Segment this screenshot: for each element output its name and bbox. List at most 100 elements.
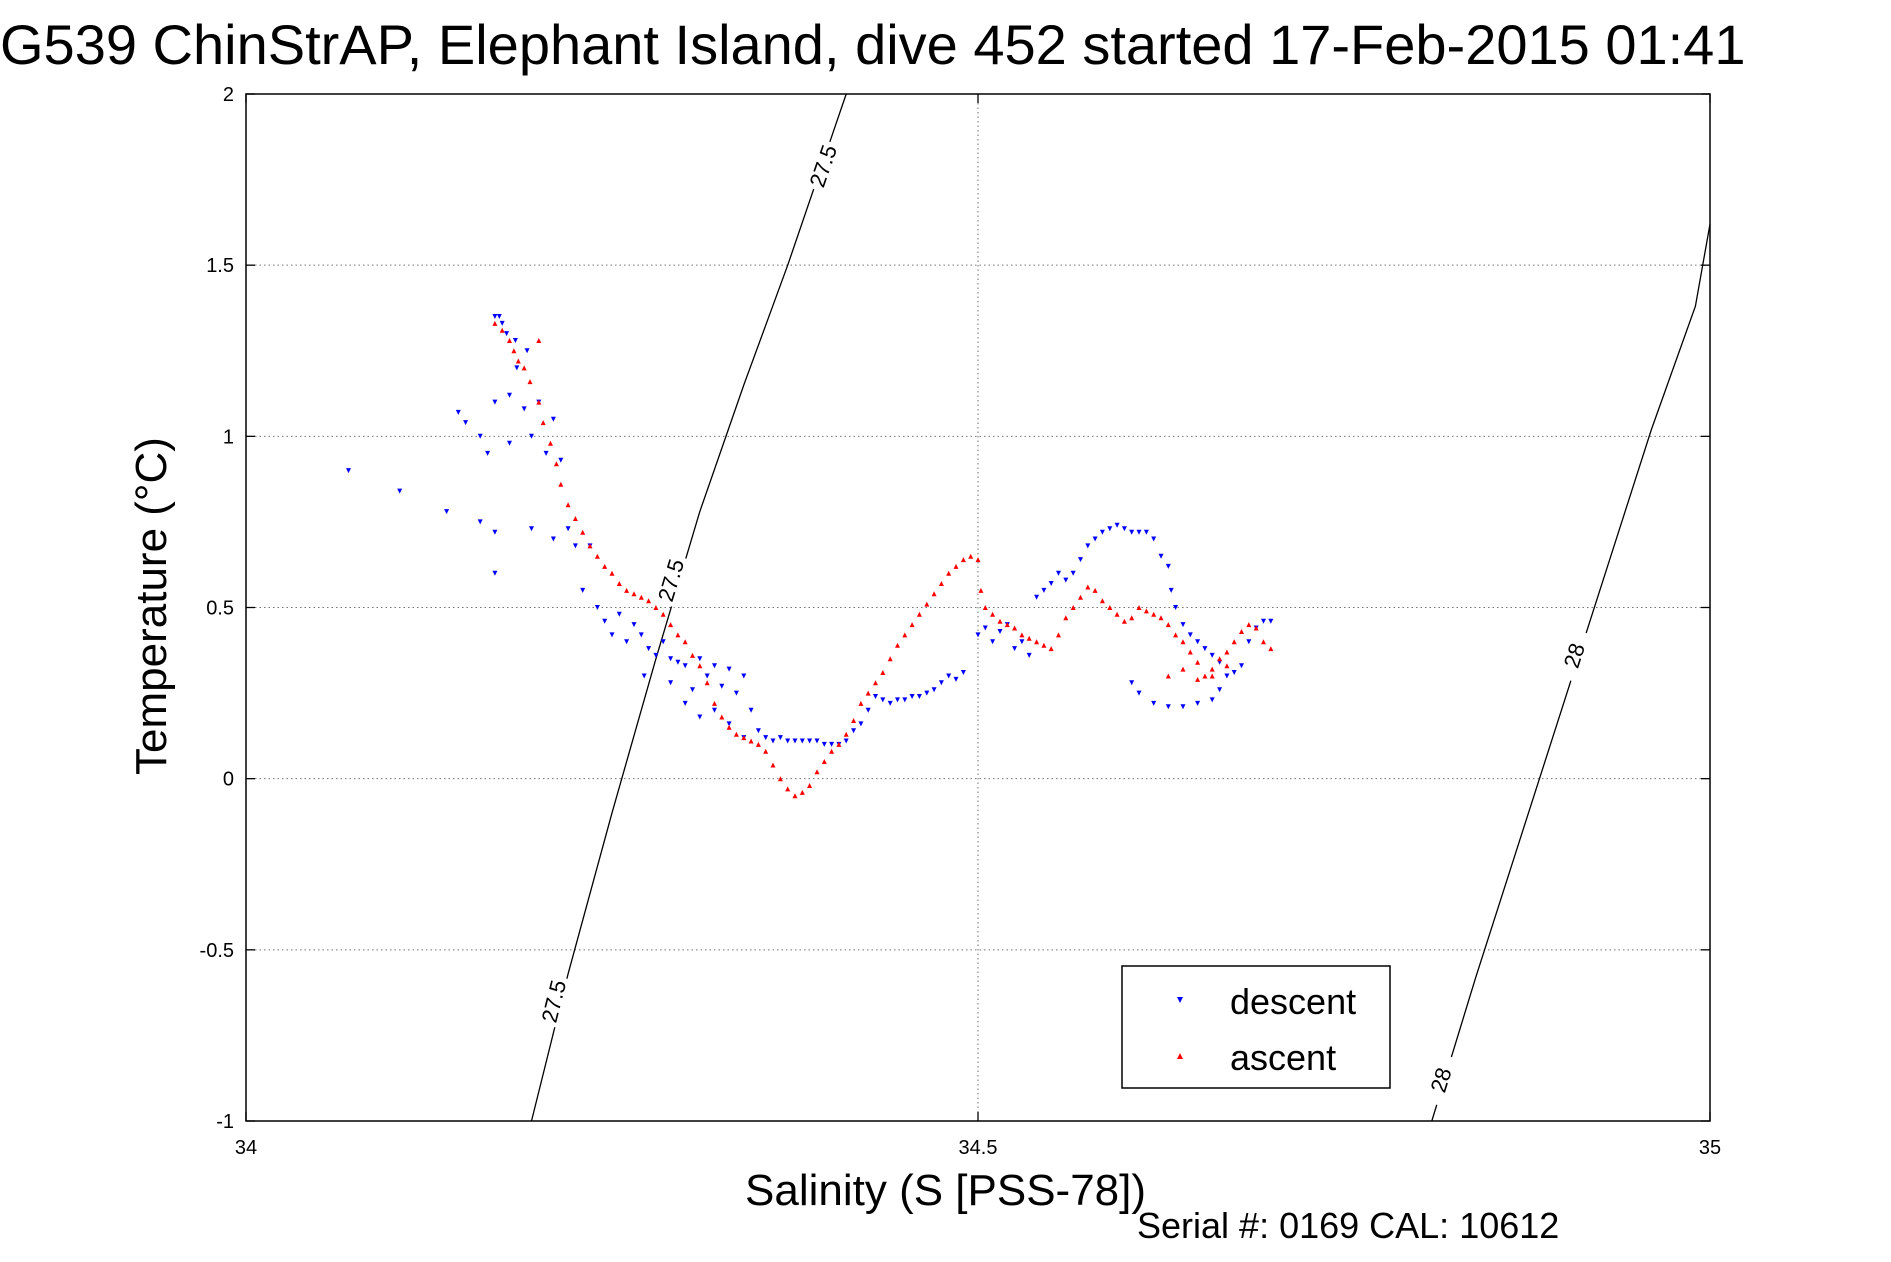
descent-point (1056, 570, 1061, 576)
y-tick-label: 1 (223, 426, 234, 448)
descent-point (512, 338, 518, 343)
ascent-point (1165, 673, 1171, 679)
ascent-point (978, 587, 984, 593)
ascent-point (572, 516, 578, 521)
descent-point (1209, 652, 1215, 658)
ascent-point (704, 680, 710, 686)
descent-point (792, 738, 798, 744)
descent-point (682, 700, 688, 706)
descent-point (982, 625, 988, 631)
descent-point (550, 416, 556, 422)
contour-label-bg (532, 973, 574, 1030)
ascent-point (1078, 594, 1083, 600)
ascent-point (1239, 629, 1244, 634)
ascent-point (836, 741, 842, 747)
descent-point (1151, 536, 1157, 542)
ascent-point (726, 724, 732, 730)
x-axis-label: Salinity (S [PSS-78]) (745, 1166, 1146, 1215)
descent-point (770, 738, 776, 744)
descent-point (916, 694, 922, 699)
ascent-point (1180, 666, 1186, 672)
descent-point (690, 687, 695, 693)
ascent-point (814, 769, 820, 775)
ascent-point (1085, 584, 1091, 590)
descent-point (529, 526, 534, 532)
ascent-point (851, 718, 857, 723)
series-descent (346, 314, 1274, 747)
y-tick-label: 0 (223, 769, 234, 791)
descent-point (1114, 522, 1120, 528)
ascent-point (821, 759, 827, 764)
descent-point (594, 605, 600, 610)
ascent-point (511, 348, 517, 354)
descent-point (1158, 553, 1164, 559)
descent-point (1231, 670, 1237, 675)
ascent-point (990, 611, 996, 617)
descent-point (1129, 529, 1135, 535)
ascent-point (865, 690, 871, 696)
ascent-point (1246, 622, 1252, 628)
contour-label-bg (800, 137, 846, 195)
descent-point (1239, 663, 1244, 669)
ascent-point (587, 543, 593, 549)
ascent-point (548, 440, 553, 446)
y-tick-label: -1 (216, 1111, 234, 1133)
contour-label-bg (1551, 626, 1596, 684)
ascent-point (858, 700, 864, 706)
ascent-point (1063, 615, 1069, 621)
ascent-point (873, 680, 878, 686)
descent-point (558, 457, 564, 463)
ascent-point (843, 731, 849, 737)
ascent-point (668, 622, 674, 628)
x-tick-label: 34 (235, 1137, 257, 1159)
ascent-point (931, 591, 937, 597)
descent-point (492, 570, 498, 576)
ascent-point (1224, 663, 1230, 669)
ascent-point (653, 605, 659, 610)
ascent-point (938, 581, 944, 586)
ascent-point (741, 735, 747, 741)
descent-point (851, 728, 857, 734)
ascent-point (755, 741, 761, 747)
descent-point (697, 656, 703, 662)
descent-point (895, 697, 900, 703)
ascent-point (719, 714, 725, 720)
descent-point (829, 741, 835, 747)
ascent-point (712, 700, 717, 706)
ascent-point (565, 502, 571, 508)
ascent-point (1195, 659, 1201, 665)
descent-point (346, 468, 351, 474)
descent-point (1136, 529, 1142, 535)
descent-point (660, 639, 666, 645)
descent-point (1107, 526, 1113, 532)
descent-point (1063, 577, 1069, 583)
descent-point (902, 697, 908, 703)
ascent-point (1041, 642, 1047, 648)
descent-point (521, 406, 527, 412)
grid (246, 94, 1710, 1121)
descent-point (1180, 622, 1186, 628)
descent-point (1151, 700, 1157, 706)
descent-point (616, 611, 622, 617)
ascent-point (748, 738, 754, 744)
descent-point (1261, 618, 1266, 624)
descent-point (1070, 570, 1076, 576)
ascent-point (1129, 615, 1135, 621)
descent-point (580, 587, 586, 593)
ascent-point (553, 461, 559, 467)
ascent-point (1253, 625, 1259, 631)
ascent-point (1092, 587, 1098, 593)
descent-point (1217, 687, 1223, 693)
ascent-point (527, 379, 533, 385)
descent-point (924, 690, 930, 696)
ascent-point (777, 776, 783, 782)
ascent-point (770, 762, 776, 768)
descent-point (1173, 605, 1179, 610)
y-tick-label: -0.5 (200, 940, 234, 962)
descent-point (1136, 690, 1142, 696)
ascent-point (624, 587, 630, 593)
descent-point (492, 399, 498, 405)
descent-point (799, 738, 805, 744)
x-tick-label: 35 (1699, 1137, 1721, 1159)
ascent-point (492, 320, 498, 326)
